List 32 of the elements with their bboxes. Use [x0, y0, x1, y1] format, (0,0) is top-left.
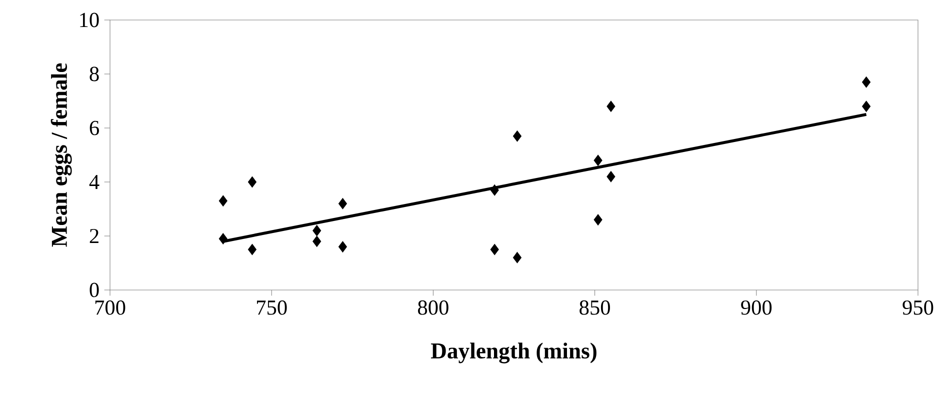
x-tick-label: 950 — [902, 300, 934, 315]
point — [338, 198, 347, 210]
point — [512, 252, 522, 264]
point — [862, 76, 871, 88]
point — [512, 130, 522, 142]
y-tick-label: 4 — [89, 174, 100, 190]
point — [594, 214, 602, 226]
x-axis-title: Daylength (mins) — [430, 342, 596, 364]
point — [248, 244, 256, 256]
point — [490, 184, 499, 196]
x-tick-label: 850 — [580, 300, 610, 315]
y-axis-title: Mean eggs / female — [50, 63, 72, 247]
point — [862, 100, 871, 112]
x-tick-label: 700 — [95, 300, 126, 315]
point — [606, 170, 616, 182]
x-tick-label: 800 — [418, 300, 448, 315]
point — [248, 176, 256, 188]
y-tick-label: 6 — [90, 120, 99, 136]
point — [312, 236, 322, 247]
point — [218, 233, 228, 244]
x-tick-label: 900 — [741, 300, 772, 315]
x-tick-label: 750 — [257, 300, 287, 315]
point — [606, 100, 616, 112]
point — [218, 195, 228, 206]
y-tick-label: 8 — [90, 66, 99, 82]
y-tick-label: 10 — [80, 12, 99, 28]
point — [490, 244, 499, 256]
point — [338, 241, 347, 252]
point — [594, 154, 602, 166]
point — [312, 224, 322, 236]
y-tick-label: 2 — [90, 228, 98, 244]
y-tick-label: 0 — [90, 282, 99, 298]
